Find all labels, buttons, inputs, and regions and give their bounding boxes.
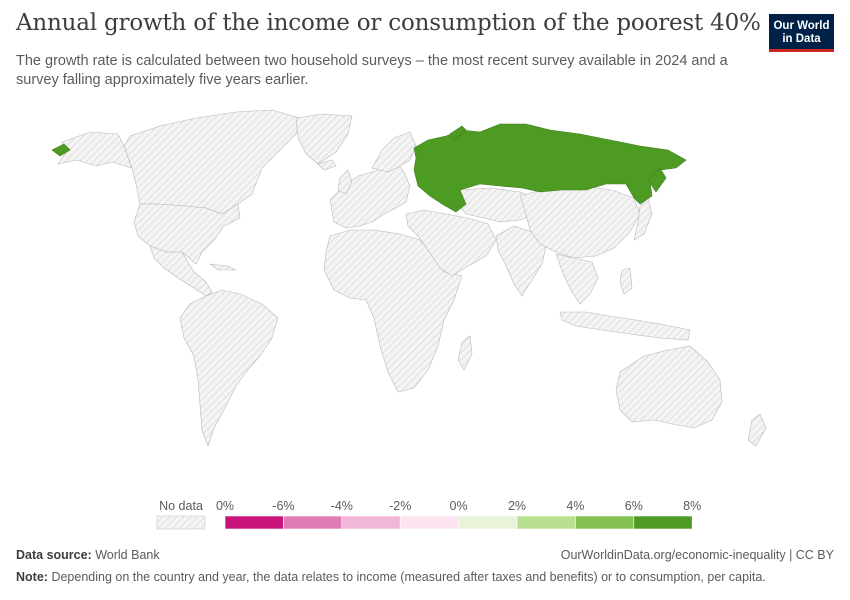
country-central-asia[interactable] — [455, 187, 541, 223]
country-russia[interactable] — [413, 123, 687, 213]
legend-bin-label: 6% — [625, 499, 643, 513]
country-indonesia[interactable] — [559, 311, 691, 341]
legend-bin-swatch[interactable] — [633, 515, 693, 530]
country-iceland[interactable] — [317, 159, 337, 171]
legend-bin-label: -4% — [331, 499, 353, 513]
legend-bin-label: 0% — [216, 499, 234, 513]
legend-bin-label: 0% — [450, 499, 468, 513]
country-usa[interactable] — [133, 203, 241, 265]
country-philippines[interactable] — [619, 267, 633, 295]
logo-line-2: in Data — [782, 33, 821, 45]
legend-bin-swatch[interactable] — [283, 515, 343, 530]
legend-bin-swatch[interactable] — [224, 515, 284, 530]
country-canada[interactable] — [123, 109, 301, 215]
source-url[interactable]: OurWorldinData.org/economic-inequality |… — [560, 548, 834, 562]
source-label: Data source: — [16, 548, 92, 562]
source-value[interactable]: World Bank — [95, 548, 160, 562]
legend-no-data-swatch — [156, 515, 206, 530]
legend-bin-swatch[interactable] — [575, 515, 635, 530]
legend-bin-swatch[interactable] — [341, 515, 401, 530]
country-madagascar[interactable] — [457, 335, 473, 371]
note-text: Depending on the country and year, the d… — [51, 570, 766, 584]
world-map[interactable] — [0, 100, 850, 490]
chart-note: Note: Depending on the country and year,… — [16, 570, 766, 584]
chart-subtitle: The growth rate is calculated between tw… — [16, 53, 728, 88]
country-middle-east[interactable] — [405, 209, 497, 277]
country-alaska[interactable] — [57, 131, 133, 169]
russia-kamchatka[interactable] — [647, 167, 667, 193]
legend-bin-label: -2% — [389, 499, 411, 513]
russia-chukotka-tip[interactable] — [51, 143, 71, 157]
note-label: Note: — [16, 570, 48, 584]
country-africa[interactable] — [323, 229, 463, 393]
legend-bin-label: -6% — [272, 499, 294, 513]
country-scandinavia[interactable] — [371, 131, 417, 173]
legend-bin-swatch[interactable] — [458, 515, 518, 530]
legend-end-label: 8% — [683, 499, 701, 513]
country-cuba[interactable] — [208, 263, 237, 271]
country-brazil-region[interactable] — [179, 289, 279, 447]
legend-no-data-label: No data — [159, 499, 203, 513]
country-mexico[interactable] — [149, 245, 213, 297]
country-uk[interactable] — [337, 169, 353, 195]
country-europe-west[interactable] — [329, 161, 411, 229]
country-india[interactable] — [495, 225, 547, 297]
legend-bin-swatch[interactable] — [516, 515, 576, 530]
legend-bin-label: 4% — [566, 499, 584, 513]
data-source: Data source: World Bank — [16, 548, 160, 562]
logo-line-1: Our World — [773, 20, 830, 32]
country-greenland[interactable] — [295, 113, 353, 165]
country-australia[interactable] — [615, 345, 723, 429]
legend-bin-label: 2% — [508, 499, 526, 513]
russia-novaya-zemlya[interactable] — [449, 125, 467, 141]
chart-title: Annual growth of the income or consumpti… — [16, 10, 761, 36]
country-southeast-asia[interactable] — [555, 253, 599, 305]
country-new-zealand[interactable] — [747, 413, 767, 447]
owid-logo[interactable]: Our World in Data — [769, 14, 834, 52]
legend-bin-swatch[interactable] — [399, 515, 459, 530]
